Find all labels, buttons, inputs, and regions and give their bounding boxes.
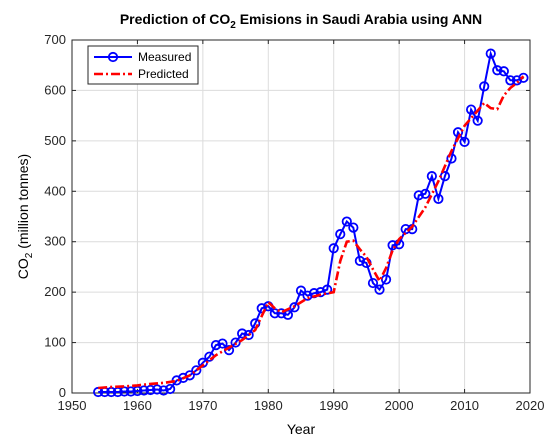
x-tick-label: 2010: [450, 398, 479, 413]
measured-point: [158, 385, 169, 396]
measured-point: [354, 255, 365, 266]
y-axis-label-subscript: 2: [24, 252, 35, 258]
x-tick-label: 1980: [254, 398, 283, 413]
measured-point: [380, 274, 392, 285]
measured-point: [125, 386, 136, 397]
predicted-line: [98, 75, 525, 390]
measured-point: [178, 372, 189, 383]
chart-title-subscript: 2: [230, 20, 236, 31]
measured-point: [511, 75, 523, 86]
legend-measured-label: Measured: [138, 50, 191, 64]
y-tick-label: 0: [59, 385, 66, 400]
measured-point: [335, 229, 346, 240]
measured-point: [184, 370, 195, 381]
axis-ticks: 1950 1960 1970 1980 1990 2000 2010 2020 0 100 200 3…: [44, 32, 544, 413]
measured-point: [446, 153, 457, 164]
legend: Measured Predicted: [87, 45, 199, 85]
measured-point: [119, 386, 130, 397]
measured-point: [472, 115, 483, 126]
y-axis-label-suffix: (million tonnes): [15, 154, 31, 253]
x-tick-label: 2020: [516, 398, 545, 413]
x-tick-label: 1970: [188, 398, 217, 413]
measured-point: [289, 302, 300, 313]
y-tick-label: 500: [44, 133, 66, 148]
measured-point: [145, 384, 156, 396]
y-tick-label: 200: [44, 284, 66, 299]
measured-point: [210, 339, 222, 351]
legend-box: [87, 45, 199, 85]
measured-point: [498, 66, 509, 77]
measured-point: [217, 338, 228, 349]
measured-point: [93, 386, 104, 398]
measured-point: [466, 104, 477, 115]
x-tick-label: 1960: [123, 398, 152, 413]
chart-title-prefix: Prediction of CO: [120, 11, 231, 27]
measured-point: [256, 303, 267, 314]
measured-point: [492, 65, 503, 76]
x-axis-label: Year: [287, 421, 316, 437]
measured-point: [322, 284, 333, 295]
measured-point: [191, 365, 202, 376]
measured-point: [237, 328, 248, 339]
measured-point: [243, 329, 254, 341]
y-tick-label: 700: [44, 32, 66, 47]
measured-point: [138, 385, 150, 396]
measured-point: [426, 171, 437, 182]
y-axis-label-prefix: CO: [15, 258, 31, 279]
measured-point: [479, 81, 490, 92]
x-tick-label: 1950: [58, 398, 87, 413]
x-tick-label: 1990: [319, 398, 348, 413]
measured-point: [328, 243, 339, 254]
measured-point: [348, 222, 359, 233]
legend-measured-marker: [107, 51, 119, 63]
chart-title: Prediction of CO2 Emisions in Saudi Arab…: [120, 11, 482, 31]
y-tick-label: 300: [44, 234, 66, 249]
legend-predicted-label: Predicted: [138, 67, 189, 81]
measured-point: [276, 308, 287, 319]
plot-area: [71, 39, 531, 394]
y-tick-label: 400: [44, 183, 66, 198]
measured-point: [151, 384, 163, 395]
measured-point: [295, 285, 307, 296]
measured-point: [315, 287, 326, 298]
measured-point: [518, 72, 529, 83]
y-tick-label: 600: [44, 82, 66, 97]
measured-point: [165, 383, 176, 395]
measured-point: [505, 75, 516, 86]
y-tick-label: 100: [44, 335, 66, 350]
measured-point: [341, 216, 352, 227]
x-tick-label: 2000: [385, 398, 414, 413]
measured-point: [132, 385, 143, 397]
measured-point: [302, 290, 313, 301]
measured-point: [459, 136, 470, 147]
measured-point: [420, 188, 431, 199]
measured-point: [413, 190, 424, 201]
y-axis-label: CO2 (million tonnes): [15, 154, 35, 279]
measured-point: [387, 240, 398, 251]
measured-point: [433, 193, 444, 204]
measured-point: [367, 277, 379, 289]
series: [93, 48, 529, 398]
measured-point: [374, 284, 385, 295]
measured-point: [485, 48, 496, 59]
chart-title-suffix: Emisions in Saudi Arabia using ANN: [236, 11, 482, 27]
